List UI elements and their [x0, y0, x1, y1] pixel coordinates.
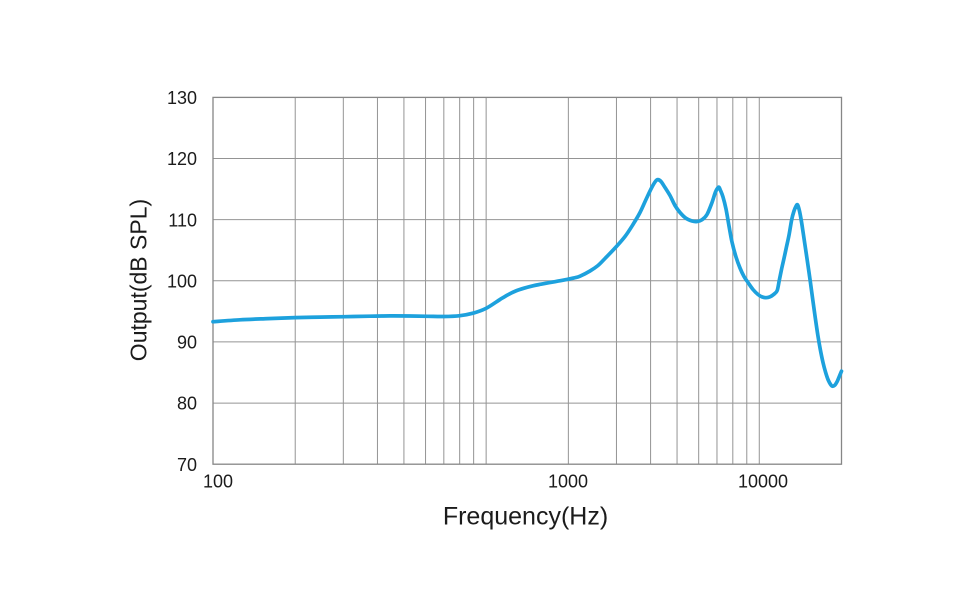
svg-text:70: 70: [177, 455, 197, 475]
svg-text:100: 100: [167, 271, 197, 291]
svg-text:Output(dB SPL): Output(dB SPL): [126, 199, 152, 361]
svg-text:130: 130: [167, 88, 197, 108]
svg-text:110: 110: [168, 210, 197, 230]
svg-text:Frequency(Hz): Frequency(Hz): [443, 503, 608, 531]
svg-text:100: 100: [203, 471, 233, 491]
svg-text:10000: 10000: [738, 471, 788, 491]
svg-text:80: 80: [177, 394, 197, 414]
svg-text:90: 90: [177, 333, 197, 353]
svg-text:1000: 1000: [548, 471, 588, 491]
svg-text:120: 120: [167, 149, 197, 169]
